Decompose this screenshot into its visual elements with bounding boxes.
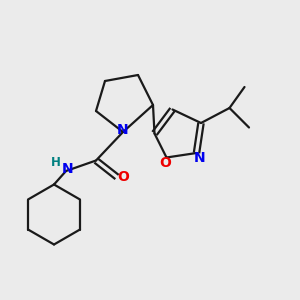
Text: H: H (51, 156, 60, 169)
Text: N: N (117, 123, 129, 136)
Text: O: O (118, 170, 130, 184)
Text: O: O (159, 156, 171, 170)
Text: N: N (62, 162, 73, 176)
Text: N: N (194, 152, 205, 165)
